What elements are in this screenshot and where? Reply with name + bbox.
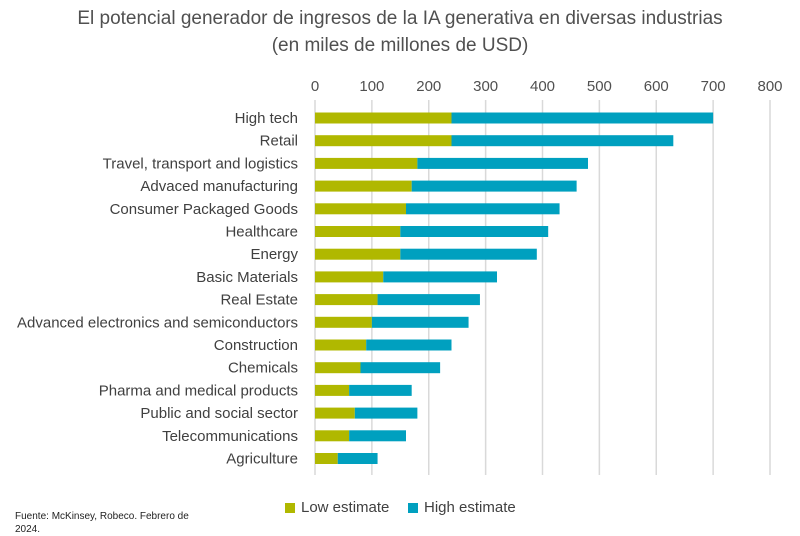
category-label: Construction [214, 337, 298, 354]
chart-title: El potencial generador de ingresos de la… [77, 8, 723, 29]
legend-item-high: High estimate [408, 499, 516, 516]
x-tick-label: 0 [311, 78, 319, 95]
category-label: Agriculture [226, 451, 298, 468]
bar-high-estimate [451, 135, 674, 147]
bar-low-estimate [315, 362, 361, 374]
category-label: Public and social sector [140, 405, 298, 422]
bar-low-estimate [315, 157, 418, 169]
x-tick-label: 700 [701, 78, 726, 95]
legend-swatch-low [285, 502, 295, 513]
x-tick-label: 500 [587, 78, 612, 95]
category-label: Healthcare [225, 224, 298, 241]
bar-high-estimate [366, 339, 452, 351]
legend-label-low: Low estimate [301, 499, 390, 516]
bar-high-estimate [417, 157, 588, 169]
bar-low-estimate [315, 294, 378, 306]
bar-low-estimate [315, 384, 350, 396]
x-tick-label: 100 [359, 78, 384, 95]
bar-low-estimate [315, 453, 338, 464]
bar-high-estimate [411, 180, 577, 192]
category-label: Travel, transport and logistics [103, 155, 298, 172]
category-label: High tech [235, 110, 298, 127]
category-label: Advaced manufacturing [140, 178, 298, 195]
bar-high-estimate [337, 453, 378, 464]
bar-low-estimate [315, 226, 401, 237]
bar-low-estimate [315, 430, 350, 442]
bar-high-estimate [383, 271, 497, 283]
bar-low-estimate [315, 271, 384, 283]
bar-low-estimate [315, 339, 367, 351]
bar-high-estimate [371, 316, 469, 328]
bar-high-estimate [354, 407, 418, 419]
category-label: Advanced electronics and semiconductors [17, 314, 298, 331]
category-label: Energy [250, 246, 298, 263]
x-tick-label: 300 [473, 78, 498, 95]
bar-high-estimate [349, 430, 406, 442]
x-tick-label: 200 [416, 78, 441, 95]
x-tick-label: 600 [644, 78, 669, 95]
legend-swatch-high [408, 502, 418, 513]
category-label: Retail [260, 133, 298, 150]
bar-high-estimate [451, 112, 714, 124]
x-tick-label: 800 [757, 78, 782, 95]
legend-item-low: Low estimate [285, 499, 389, 516]
bar-low-estimate [315, 407, 355, 419]
bar-high-estimate [406, 203, 560, 215]
bar-low-estimate [315, 112, 452, 124]
bar-high-estimate [349, 384, 412, 396]
bar-low-estimate [315, 203, 406, 215]
bar-high-estimate [400, 248, 537, 260]
category-label: Basic Materials [196, 269, 298, 286]
category-label: Real Estate [220, 292, 298, 309]
category-label: Pharma and medical products [99, 382, 298, 399]
bar-high-estimate [400, 226, 549, 237]
bar-low-estimate [315, 180, 412, 192]
category-label: Telecommunications [162, 428, 298, 445]
legend-label-high: High estimate [424, 499, 516, 516]
category-label: Consumer Packaged Goods [110, 201, 298, 218]
bar-low-estimate [315, 135, 452, 147]
bar-low-estimate [315, 248, 401, 260]
category-label: Chemicals [228, 360, 298, 377]
source-note: Fuente: McKinsey, Robeco. Febrero de 202… [15, 511, 189, 535]
bar-low-estimate [315, 316, 372, 328]
chart-subtitle: (en miles de millones de USD) [271, 35, 529, 56]
bar-high-estimate [360, 362, 441, 374]
x-tick-label: 400 [530, 78, 555, 95]
bar-high-estimate [377, 294, 480, 306]
